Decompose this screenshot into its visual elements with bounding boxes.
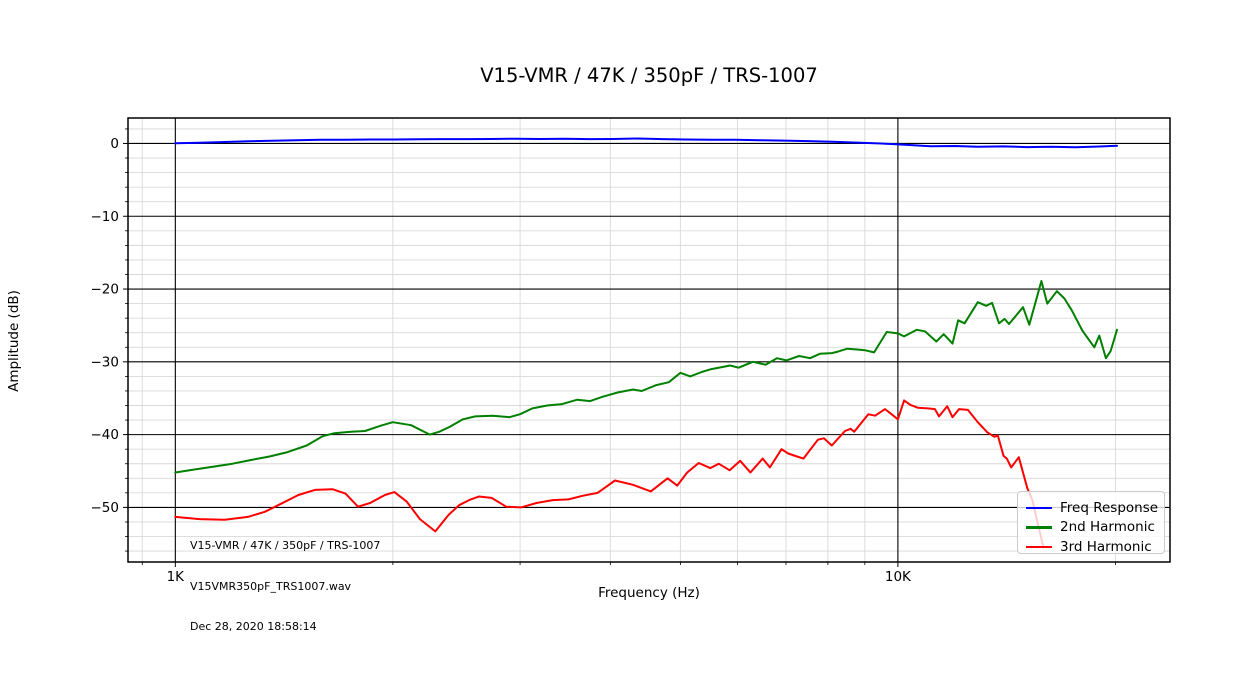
legend: Freq Response 2nd Harmonic 3rd Harmonic <box>1017 491 1165 557</box>
minor-gridlines <box>128 118 1170 562</box>
annotation-line-config: V15-VMR / 47K / 350pF / TRS-1007 <box>190 539 381 552</box>
legend-label: Freq Response <box>1060 499 1159 516</box>
3rd-harmonic-line-swatch <box>1026 545 1052 548</box>
series-line-3rd-harmonic <box>174 399 1045 549</box>
y-tick-label: 0 <box>110 136 119 152</box>
freq-response-line-swatch <box>1026 506 1052 509</box>
axis-ticks <box>123 128 1116 567</box>
chart-title: V15-VMR / 47K / 350pF / TRS-1007 <box>480 64 818 87</box>
2nd-harmonic-line-swatch <box>1026 526 1052 529</box>
y-axis-label: Amplitude (dB) <box>6 290 22 392</box>
annotation-line-timestamp: Dec 28, 2020 18:58:14 <box>190 620 317 633</box>
series-lines <box>174 137 1118 549</box>
legend-label: 2nd Harmonic <box>1060 519 1155 536</box>
y-tick-label: −20 <box>91 282 120 298</box>
legend-item-3rd-harmonic: 3rd Harmonic <box>1018 537 1164 557</box>
x-tick-label: 10K <box>885 569 912 585</box>
measurement-annotation: V15-VMR / 47K / 350pF / TRS-1007 V15VMR3… <box>190 512 380 661</box>
y-tick-label: −10 <box>91 209 120 225</box>
x-axis-label: Frequency (Hz) <box>598 585 700 601</box>
y-tick-label: −40 <box>91 427 120 443</box>
y-tick-label: −30 <box>91 354 120 370</box>
x-tick-label: 1K <box>167 569 186 585</box>
y-tick-label: −50 <box>91 500 120 516</box>
legend-item-2nd-harmonic: 2nd Harmonic <box>1018 518 1164 538</box>
series-line-freq-response <box>174 137 1118 149</box>
plot-border <box>127 117 1171 563</box>
legend-item-freq-response: Freq Response <box>1018 498 1164 518</box>
annotation-line-filename: V15VMR350pF_TRS1007.wav <box>190 579 352 593</box>
legend-label: 3rd Harmonic <box>1060 538 1152 555</box>
series-line-2nd-harmonic <box>174 280 1118 474</box>
tick-labels: 1K 10K 0 −10 −20 −30 −40 −50 <box>91 136 913 585</box>
major-gridlines <box>128 118 1170 562</box>
